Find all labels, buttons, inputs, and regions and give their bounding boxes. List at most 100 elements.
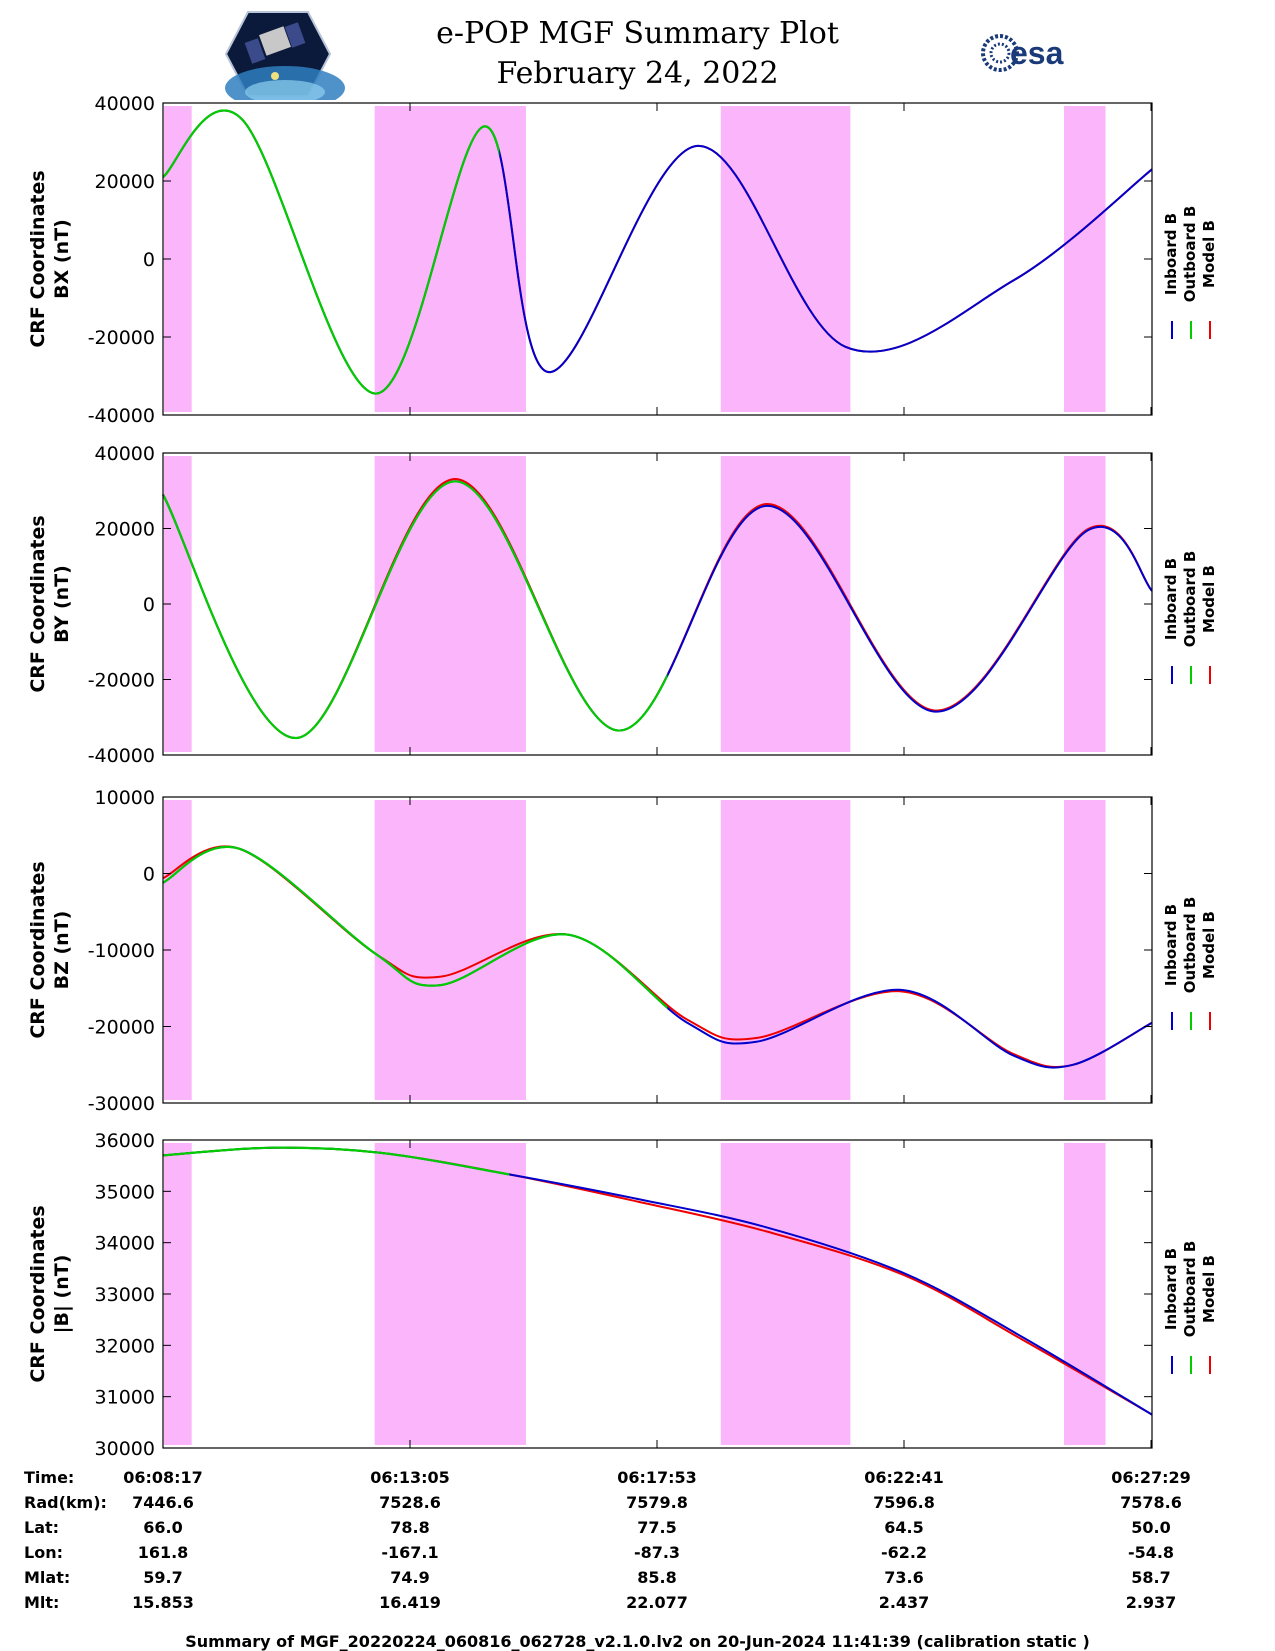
ephemeris-value: 59.7 [143, 1568, 182, 1587]
ephemeris-value: 7579.8 [626, 1493, 688, 1512]
shaded-interval [720, 456, 851, 752]
ephemeris-value: 22.077 [626, 1593, 688, 1612]
ephemeris-value: 77.5 [637, 1518, 676, 1537]
plot-frame [162, 796, 1153, 1104]
ephemeris-row-label: Mlt: [24, 1593, 59, 1612]
y-tick-label: 31000 [95, 1387, 155, 1409]
legend-label: Model B [1200, 220, 1218, 288]
ephemeris-value: 78.8 [390, 1518, 429, 1537]
shaded-interval [720, 800, 851, 1100]
logo-area: esa [224, 11, 1064, 100]
esa-logo-text: esa [1010, 35, 1064, 71]
y-axis-label: CRF Coordinates [27, 1205, 49, 1382]
ephemeris-value: 16.419 [379, 1593, 441, 1612]
y-axis-label: BY (nT) [51, 565, 73, 643]
y-axis-label: CRF Coordinates [27, 861, 49, 1038]
ephemeris-value: 74.9 [390, 1568, 429, 1587]
ephemeris-value: -54.8 [1128, 1543, 1174, 1562]
shaded-interval [374, 800, 526, 1100]
ephemeris-row-label: Lat: [24, 1518, 59, 1537]
y-axis-label: CRF Coordinates [27, 515, 49, 692]
ephemeris-value: 15.853 [132, 1593, 194, 1612]
plot-frame [162, 102, 1153, 416]
panel-bx: 40000 20000 0 -20000 -40000 CRF Coordinates BX… [27, 93, 1218, 427]
y-axis-label: CRF Coordinates [27, 170, 49, 347]
legend-label: Outboard B [1181, 551, 1199, 648]
shaded-interval [1063, 800, 1106, 1100]
outboard-b-line [163, 109, 500, 395]
y-tick-label: 35000 [95, 1181, 155, 1203]
ephemeris-value: 2.937 [1126, 1593, 1177, 1612]
y-tick-label: 40000 [95, 93, 155, 115]
ephemeris-value: 58.7 [1131, 1568, 1170, 1587]
inboard-b-line [162, 109, 1153, 395]
model-b-line [162, 477, 1153, 740]
model-b-line [162, 109, 1153, 395]
legend-label: Model B [1200, 911, 1218, 979]
ephemeris-value: 7578.6 [1120, 1493, 1182, 1512]
footer-caption: Summary of MGF_20220224_060816_062728_v2… [185, 1632, 1090, 1651]
ephemeris-value: 85.8 [637, 1568, 676, 1587]
panel-bz: 10000 0 -10000 -20000 -30000 CRF Coordinates B… [27, 787, 1218, 1115]
ephemeris-value: 161.8 [138, 1543, 189, 1562]
plot-frame [162, 1139, 1153, 1449]
ephemeris-row-label: Lon: [24, 1543, 63, 1562]
ephemeris-row-label: Mlat: [24, 1568, 70, 1587]
ephemeris-value: 50.0 [1131, 1518, 1170, 1537]
shaded-interval [1063, 456, 1106, 752]
y-tick-label: -40000 [88, 745, 155, 767]
legend-label: Inboard B [1162, 558, 1180, 640]
legend-label: Inboard B [1162, 904, 1180, 986]
y-tick-label: -20000 [88, 1017, 155, 1039]
shaded-interval [374, 1143, 526, 1445]
y-tick-label: 0 [143, 864, 155, 886]
shaded-interval [1063, 1143, 1106, 1445]
y-tick-label: 32000 [95, 1335, 155, 1357]
ephemeris-row-label: Time: [24, 1468, 74, 1487]
y-tick-label: -20000 [88, 670, 155, 692]
y-tick-label: 40000 [95, 443, 155, 465]
y-tick-label: 0 [143, 249, 155, 271]
panel-magb: 36000 35000 34000 33000 32000 31000 30000 CRF C… [27, 1130, 1218, 1460]
ephemeris-value: -62.2 [881, 1543, 927, 1562]
panel-by: 40000 20000 0 -20000 -40000 CRF Coordinates BY… [27, 443, 1218, 767]
ephemeris-value: -87.3 [634, 1543, 680, 1562]
y-tick-label: 30000 [95, 1438, 155, 1460]
shaded-interval [374, 456, 526, 752]
y-tick-label: 10000 [95, 787, 155, 809]
shaded-interval [720, 106, 851, 412]
y-tick-label: 36000 [95, 1130, 155, 1152]
ephemeris-value: 06:27:29 [1111, 1468, 1191, 1487]
legend-label: Model B [1200, 1255, 1218, 1323]
cassiope-mission-logo [224, 11, 345, 100]
y-axis-label: BX (nT) [51, 219, 73, 299]
ephemeris-value: -167.1 [381, 1543, 438, 1562]
ephemeris-value: 64.5 [884, 1518, 923, 1537]
outboard-b-line [163, 1146, 510, 1176]
y-axis-label: BZ (nT) [51, 911, 73, 990]
ephemeris-value: 7528.6 [379, 1493, 441, 1512]
ephemeris-value: 7596.8 [873, 1493, 935, 1512]
shaded-interval [720, 1143, 851, 1445]
y-tick-label: -40000 [88, 405, 155, 427]
y-tick-label: 33000 [95, 1284, 155, 1306]
legend-label: Inboard B [1162, 1248, 1180, 1330]
shaded-interval [1063, 106, 1106, 412]
legend-label: Model B [1200, 565, 1218, 633]
legend-label: Outboard B [1181, 1241, 1199, 1338]
ephemeris-grid: Time: 06:08:17 06:13:05 06:17:53 06:22:41 06:… [24, 1468, 1191, 1612]
ephemeris-value: 66.0 [143, 1518, 182, 1537]
y-tick-label: -10000 [88, 940, 155, 962]
outboard-b-line [163, 480, 668, 740]
model-b-line [162, 845, 1153, 1069]
y-axis-label: |B| (nT) [51, 1255, 73, 1334]
model-b-line [162, 1146, 1153, 1416]
plot-title: e-POP MGF Summary Plot [436, 16, 839, 51]
legend-label: Outboard B [1181, 897, 1199, 994]
ephemeris-value: 2.437 [879, 1593, 930, 1612]
y-tick-label: 0 [143, 594, 155, 616]
ephemeris-value: 7446.6 [132, 1493, 194, 1512]
legend-label: Inboard B [1162, 213, 1180, 295]
ephemeris-value: 73.6 [884, 1568, 923, 1587]
